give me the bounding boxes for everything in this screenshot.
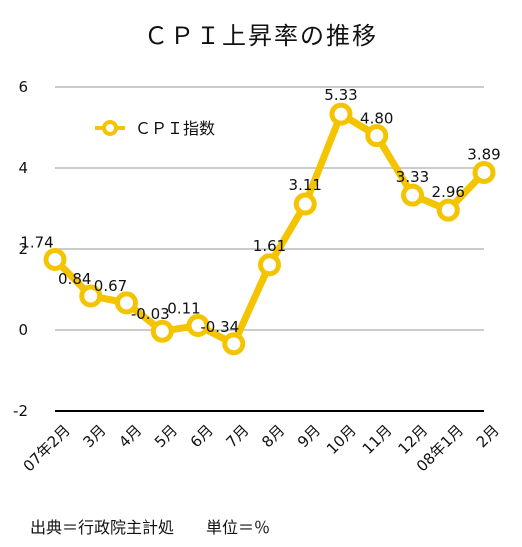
x-tick-label: 4月 bbox=[115, 421, 145, 451]
x-tick-label: 6月 bbox=[187, 421, 217, 451]
y-tick-label: 0 bbox=[18, 321, 28, 339]
x-tick-label: 7月 bbox=[222, 421, 252, 451]
data-point bbox=[115, 291, 138, 315]
data-point bbox=[365, 124, 389, 148]
x-tick-label: 8月 bbox=[258, 421, 288, 451]
data-point bbox=[436, 198, 460, 222]
y-tick-label: -2 bbox=[13, 402, 28, 420]
data-label: 0.11 bbox=[167, 300, 200, 318]
source-note: 出典＝行政院主計処 単位＝％ bbox=[30, 518, 271, 537]
data-point bbox=[472, 160, 496, 184]
data-label: 0.67 bbox=[94, 277, 127, 295]
y-tick-label: 6 bbox=[18, 78, 28, 96]
data-point bbox=[186, 314, 210, 338]
data-label: -0.03 bbox=[131, 305, 170, 323]
chart-title: ＣＰＩ上昇率の推移 bbox=[144, 22, 378, 50]
y-tick-label: 4 bbox=[18, 159, 28, 177]
data-label: 4.80 bbox=[360, 110, 393, 128]
data-label: 2.96 bbox=[432, 183, 465, 201]
data-label: 1.74 bbox=[20, 234, 53, 252]
data-label: 5.33 bbox=[324, 86, 357, 104]
data-label: 0.84 bbox=[58, 270, 91, 288]
x-tick-label: 07年2月 bbox=[20, 421, 74, 475]
data-label: 3.33 bbox=[396, 168, 429, 186]
data-label: -0.34 bbox=[200, 318, 239, 336]
data-label: 3.11 bbox=[289, 176, 322, 194]
data-point bbox=[43, 248, 67, 272]
x-tick-label: 5月 bbox=[151, 421, 181, 451]
x-tick-label: 3月 bbox=[79, 421, 109, 451]
x-tick-label: 2月 bbox=[473, 421, 503, 451]
x-tick-label: 10月 bbox=[323, 421, 360, 458]
legend-label: ＣＰＩ指数 bbox=[135, 119, 215, 138]
y-tick-label: 2 bbox=[18, 240, 28, 258]
data-label: 3.89 bbox=[467, 145, 500, 163]
data-point bbox=[401, 183, 424, 207]
data-point bbox=[79, 284, 103, 308]
data-point bbox=[258, 253, 281, 277]
data-point bbox=[150, 319, 174, 343]
data-point bbox=[222, 332, 246, 356]
legend-marker-icon bbox=[102, 120, 118, 136]
x-tick-label: 11月 bbox=[359, 421, 396, 458]
x-tick-label: 9月 bbox=[294, 421, 324, 451]
data-point bbox=[329, 102, 353, 126]
data-label: 1.61 bbox=[253, 237, 286, 255]
data-point bbox=[293, 192, 317, 216]
